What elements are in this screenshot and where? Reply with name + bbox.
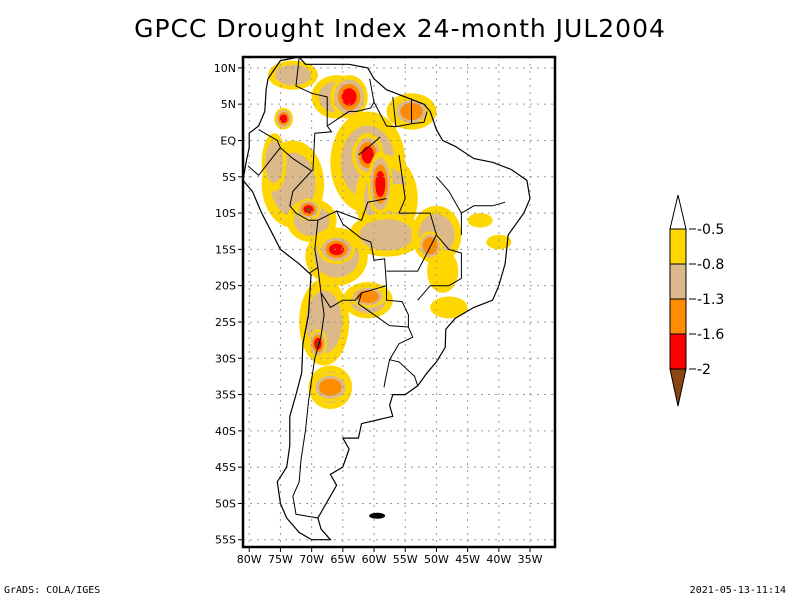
country-border (386, 285, 419, 386)
colorbar-segment (669, 228, 687, 265)
map-title: GPCC Drought Index 24-month JUL2004 (134, 14, 666, 43)
country-border (436, 176, 462, 235)
country-border (317, 210, 387, 286)
colorbar-label: -1.6 (697, 327, 724, 343)
drought-region-para-east (375, 170, 386, 198)
lon-tick-label: 65W (330, 553, 355, 566)
lat-tick-label: 20S (215, 280, 236, 293)
colorbar-label: -0.8 (697, 257, 724, 273)
lat-tick-label: 25S (215, 316, 236, 329)
lon-tick-label: 80W (237, 553, 262, 566)
country-border (383, 359, 391, 388)
lon-tick-label: 45W (455, 553, 480, 566)
drought-region-goias (422, 237, 438, 255)
drought-patch (467, 213, 493, 228)
lat-tick-label: 45S (215, 461, 236, 474)
country-border (336, 198, 387, 221)
lon-tick-label: 70W (299, 553, 324, 566)
colorbar-label: -1.3 (697, 292, 724, 308)
country-border (357, 292, 409, 328)
drought-patch (427, 249, 459, 293)
lat-tick-label: 5S (222, 171, 236, 184)
colorbar-segment (669, 333, 687, 370)
country-border (392, 96, 397, 127)
lat-tick-label: 15S (215, 243, 236, 256)
lon-tick-label: 55W (393, 553, 418, 566)
lat-tick-label: 55S (215, 534, 236, 547)
lat-tick-label: 10N (214, 62, 236, 75)
graticule (243, 57, 555, 547)
lon-tick-label: 35W (518, 553, 543, 566)
colorbar: -0.5 -0.8 -1.3 -1.6 -2 (669, 194, 724, 407)
lat-tick-label: 35S (215, 389, 236, 402)
drought-region-north-venezuela (341, 88, 357, 106)
country-border (373, 101, 428, 128)
lat-tick-label: 30S (215, 352, 236, 365)
colorbar-top-arrow (669, 194, 687, 230)
lon-tick-label: 75W (268, 553, 293, 566)
drought-patch (486, 234, 512, 250)
country-border (247, 129, 281, 177)
longitude-axis: 80W 75W 70W 65W 60W 55W 50W 45W 40W 35W (237, 547, 543, 566)
lon-tick-label: 60W (362, 553, 387, 566)
lon-tick-label: 40W (486, 553, 511, 566)
drought-region-patagonia-north (319, 378, 342, 397)
plot-area (243, 57, 555, 547)
colorbar-label: -2 (697, 362, 711, 378)
country-border (358, 136, 381, 156)
lat-tick-label: EQ (220, 134, 236, 147)
drought-region-peru-central (306, 207, 312, 212)
latitude-axis: 10N 5N EQ 5S 10S 15S 20S 25S 30S 35S 40S 45S 50S 55S (214, 62, 243, 547)
drought-patch (359, 219, 414, 251)
lon-tick-label: 50W (424, 553, 449, 566)
country-border (398, 154, 406, 214)
colorbar-bottom-arrow (669, 368, 687, 407)
lat-tick-label: 40S (215, 425, 236, 438)
country-border (461, 201, 506, 214)
colorbar-label: -0.5 (697, 222, 724, 238)
drought-region-colombia-west (279, 114, 288, 124)
country-border (386, 212, 437, 272)
coastline-layer (243, 57, 531, 541)
falkland-islands (369, 512, 386, 519)
plot-frame (241, 55, 557, 549)
country-border (280, 147, 319, 274)
footer-timestamp: 2021-05-13-11:14 (689, 585, 786, 596)
south-america-coastline (243, 57, 531, 541)
drought-region-bolivia (329, 243, 345, 256)
country-border (295, 57, 333, 172)
drought-region-chaco (356, 290, 380, 304)
lat-tick-label: 5N (221, 98, 236, 111)
drought-patch (265, 141, 284, 184)
drought-patch (274, 64, 311, 86)
country-border (326, 78, 375, 127)
country-border (417, 234, 462, 301)
footer-credit: GrADS: COLA/IGES (4, 585, 101, 596)
colorbar-segment (669, 263, 687, 300)
colorbar-segment (669, 298, 687, 335)
drought-patch (430, 296, 468, 319)
drought-fill-layer (261, 60, 512, 410)
lat-tick-label: 50S (215, 497, 236, 510)
lat-tick-label: 10S (215, 207, 236, 220)
country-border (292, 292, 325, 519)
